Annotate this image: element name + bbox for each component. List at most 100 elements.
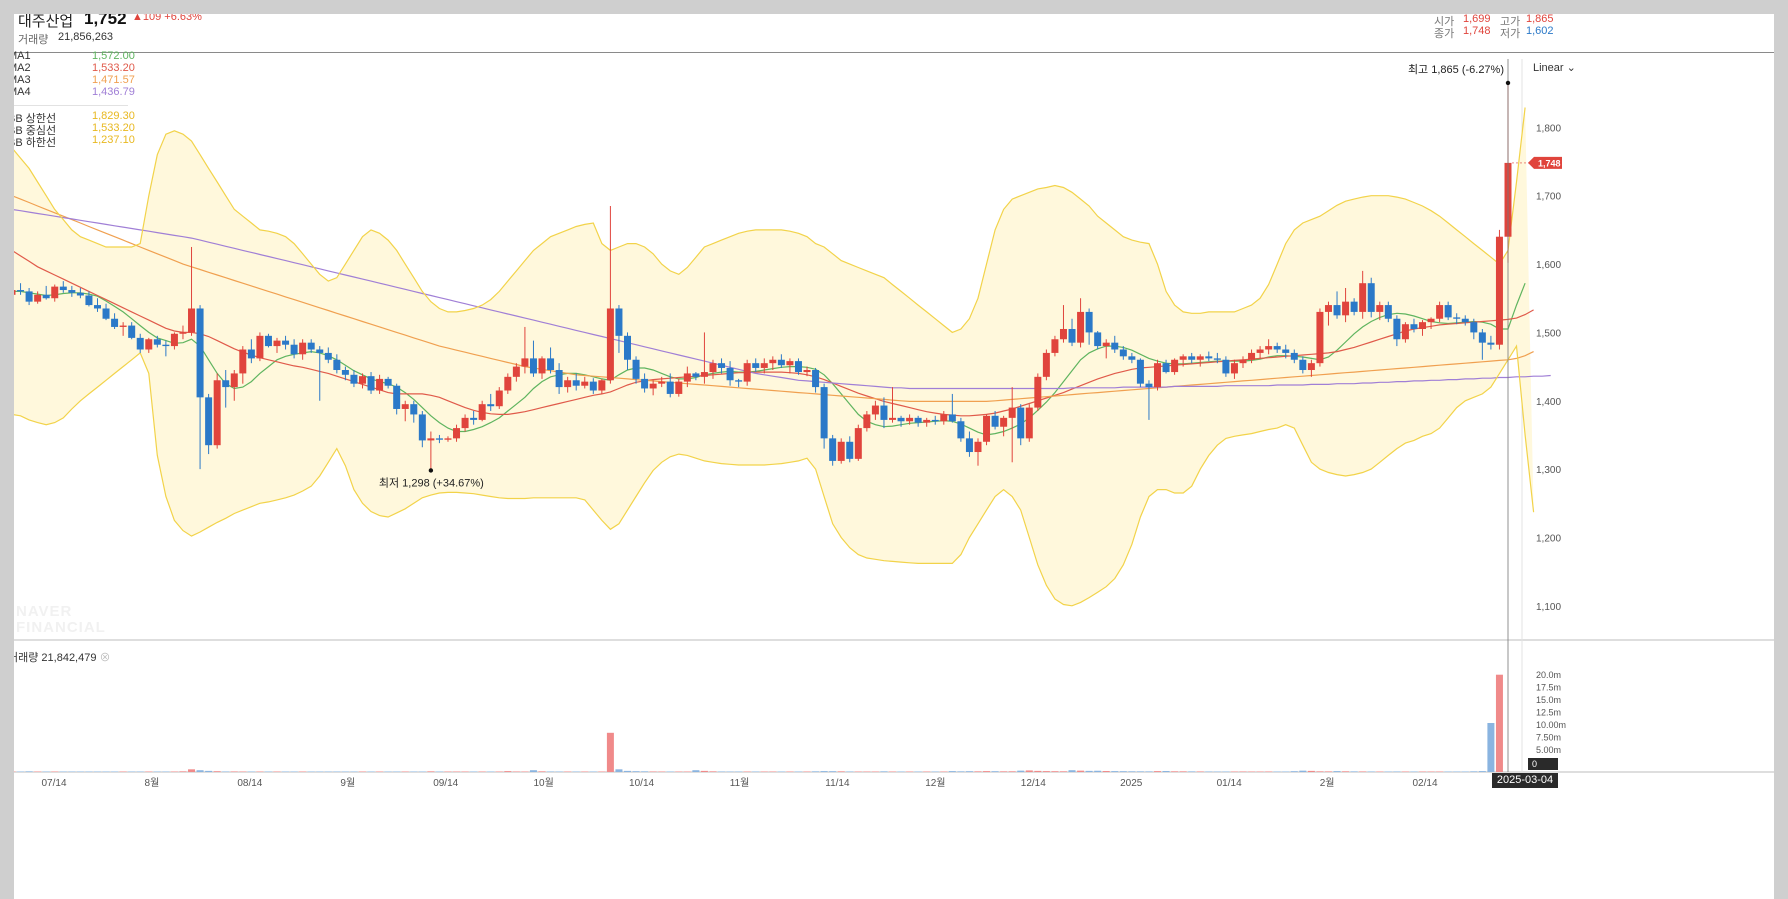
volume-bar-71: [615, 769, 623, 772]
open-label: 시가: [1434, 16, 1455, 28]
candle-86: [743, 359, 751, 386]
volume-bar-136: [1171, 771, 1179, 772]
volume-current-tag: [1528, 758, 1558, 770]
candle-139: [1196, 354, 1204, 367]
candle-body-88: [760, 363, 768, 368]
candle-132: [1136, 358, 1144, 388]
candle-36: [316, 346, 324, 401]
candle-body-144: [1239, 359, 1247, 364]
candle-32: [282, 335, 290, 350]
candle-44: [384, 376, 392, 389]
candle-118: [1017, 404, 1025, 446]
chart-canvas[interactable]: 1,100 1,200 1,300 1,400 1,500 1,600 1,700 1,800…: [14, 14, 1774, 899]
candle-126: [1085, 308, 1093, 345]
volume-bar-164: [1410, 771, 1418, 772]
candle-124: [1068, 318, 1076, 347]
annotation-dot-0: [1505, 80, 1511, 86]
candle-body-147: [1265, 346, 1273, 350]
volume-bar-87: [752, 771, 760, 772]
volume-bar-138: [1188, 771, 1196, 772]
candle-body-71: [615, 308, 623, 336]
candle-166: [1427, 317, 1435, 329]
candle-body-143: [1230, 363, 1238, 374]
candle-body-115: [991, 415, 999, 427]
price-change: ▲109 +6.63%: [132, 14, 202, 23]
candle-body-52: [453, 428, 461, 439]
candle-16: [145, 337, 153, 353]
volume-bar-92: [794, 771, 802, 772]
candle-172: [1478, 328, 1486, 360]
settings-icon[interactable]: ⊗: [99, 652, 111, 664]
volume-bar-129: [1111, 771, 1119, 772]
candle-97: [837, 438, 845, 464]
legend-name-0: MA1: [14, 50, 31, 62]
candle-body-72: [623, 335, 631, 360]
candle-90: [777, 354, 785, 368]
candle-body-58: [504, 376, 512, 391]
volume-bar-144: [1239, 771, 1247, 772]
x-tick-label-12: 01/14: [1217, 778, 1242, 789]
candle-169: [1453, 313, 1461, 325]
volume-bar-149: [1282, 771, 1290, 772]
volume-bar-54: [470, 771, 478, 772]
candle-body-92: [794, 361, 802, 373]
volume-bar-1: [17, 771, 25, 772]
candle-104: [897, 415, 905, 427]
candle-body-2: [25, 291, 33, 302]
candle-body-98: [846, 441, 854, 459]
candle-body-65: [564, 380, 572, 388]
x-tick-label-8: 11/14: [825, 778, 850, 789]
scale-mode-label: Linear: [1533, 62, 1564, 74]
candle-body-10: [93, 305, 101, 309]
candle-33: [290, 339, 298, 359]
candle-body-4: [42, 294, 50, 299]
volume-bar-33: [290, 771, 298, 772]
candle-85: [735, 378, 743, 388]
candle-body-168: [1444, 305, 1452, 318]
legend-value-1: 1,533.20: [92, 62, 135, 74]
volume-bar-169: [1453, 771, 1461, 772]
candle-body-1: [17, 290, 25, 292]
candle-61: [529, 340, 537, 377]
candle-8: [76, 287, 84, 299]
volume-bar-103: [889, 771, 897, 772]
legend-value-4: 1,829.30: [92, 110, 135, 122]
candle-body-174: [1495, 236, 1503, 345]
volume-bar-25: [222, 771, 230, 772]
candle-body-111: [957, 421, 965, 439]
candle-162: [1393, 315, 1401, 347]
candle-body-0: [14, 290, 16, 295]
candle-body-68: [589, 381, 597, 391]
chart-window: 1,100 1,200 1,300 1,400 1,500 1,600 1,700 1,800…: [14, 14, 1774, 899]
candle-171: [1470, 318, 1478, 340]
candle-body-133: [1145, 383, 1153, 388]
candle-123: [1059, 305, 1067, 343]
candle-body-130: [1119, 349, 1127, 357]
candle-29: [256, 332, 264, 362]
scale-mode-selector[interactable]: Linear ⌄: [1533, 62, 1576, 74]
candle-body-125: [1077, 311, 1085, 343]
candle-body-131: [1128, 356, 1136, 360]
volume-bar-139: [1196, 771, 1204, 772]
candle-146: [1256, 346, 1264, 359]
candle-164: [1410, 318, 1418, 333]
volume-bar-170: [1461, 771, 1469, 772]
candle-141: [1213, 352, 1221, 364]
candle-body-6: [59, 286, 67, 291]
candle-body-57: [495, 390, 503, 407]
volume-bar-63: [547, 771, 555, 772]
candle-body-149: [1282, 349, 1290, 353]
candle-57: [495, 387, 503, 409]
legend-name-6: BB 하한선: [14, 137, 57, 149]
volume-bar-61: [529, 770, 537, 772]
candle-body-171: [1470, 322, 1478, 333]
candle-body-70: [606, 308, 614, 381]
candle-body-54: [470, 417, 478, 420]
volume-bar-157: [1350, 771, 1358, 772]
candle-body-103: [889, 417, 897, 420]
candle-body-84: [726, 367, 734, 381]
volume-bar-174: [1495, 674, 1503, 772]
volume-bar-88: [760, 771, 768, 772]
candle-41: [358, 373, 366, 389]
candle-body-113: [974, 441, 982, 453]
